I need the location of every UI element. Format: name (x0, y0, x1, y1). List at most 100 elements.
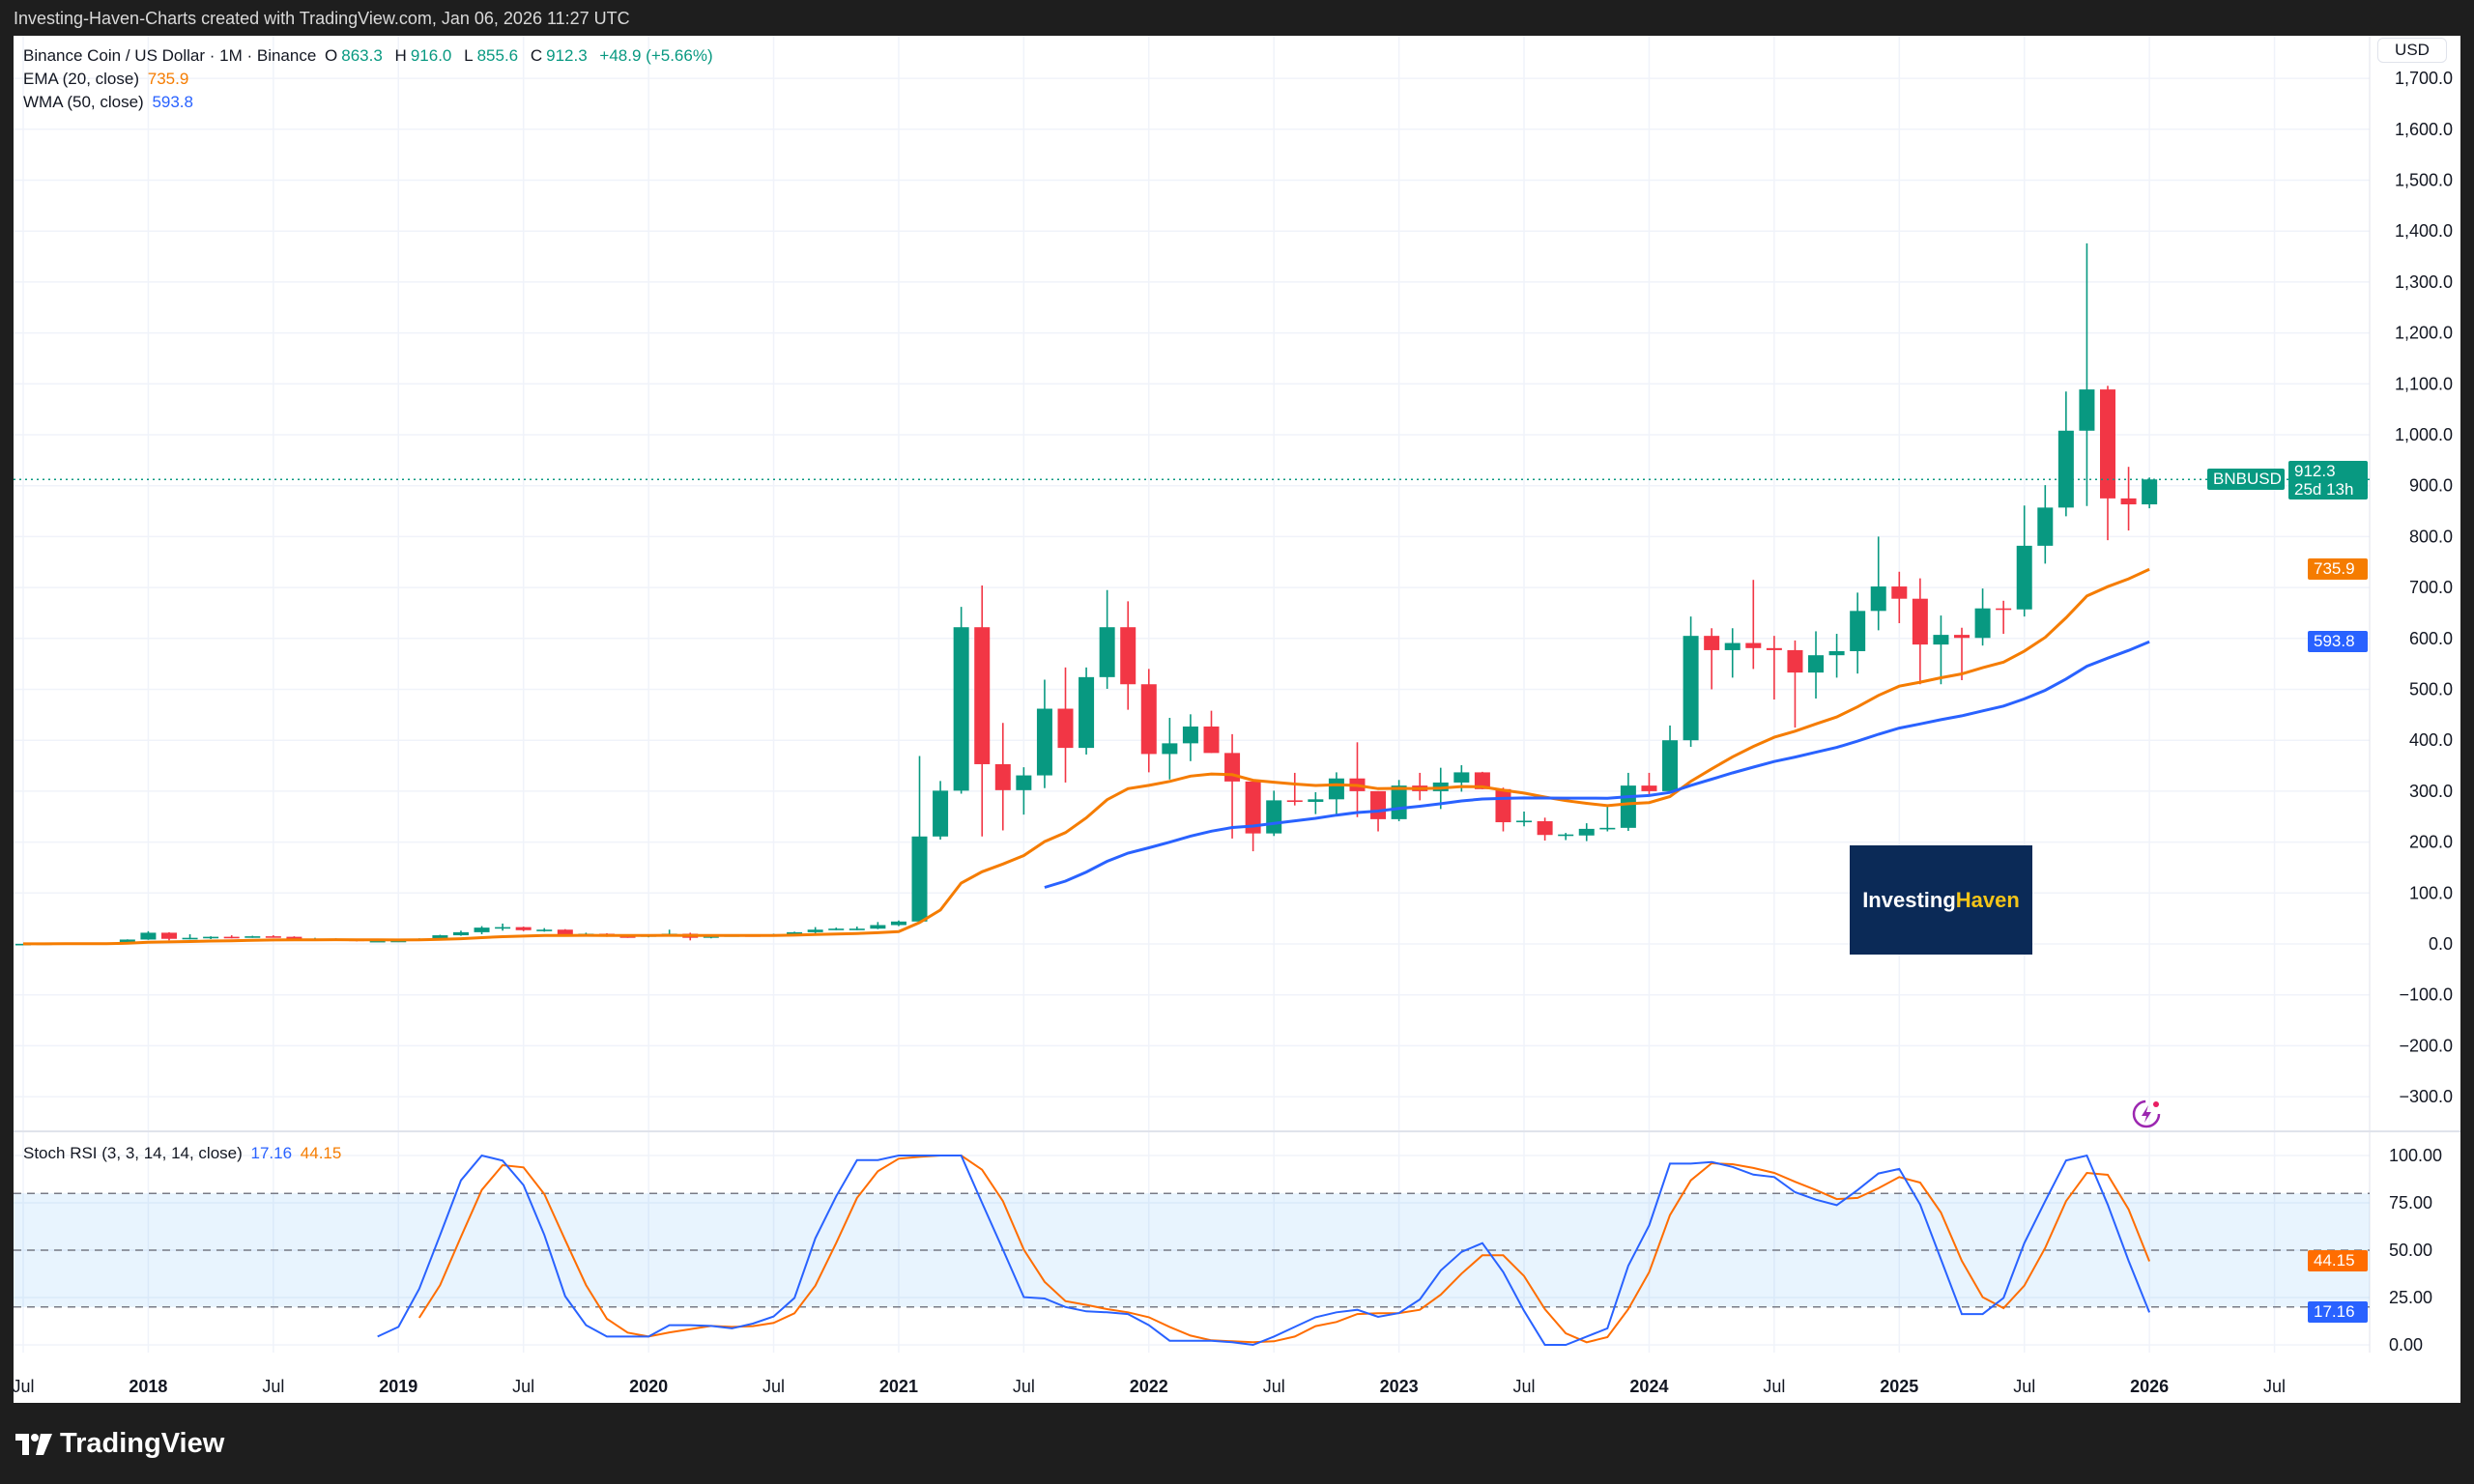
high-value: 916.0 (410, 46, 452, 65)
candle (890, 920, 906, 927)
candle (1495, 787, 1511, 832)
candle-body (1870, 586, 1886, 612)
candle (807, 927, 823, 933)
candle-body (1286, 800, 1303, 802)
candle-body (1140, 684, 1157, 755)
open-value: 863.3 (341, 46, 383, 65)
time-tick-label: Jul (1013, 1377, 1035, 1396)
candle-body (890, 921, 906, 926)
time-axis[interactable]: Jul 2018 Jul 2019 Jul 2020 Jul 2021 Jul 2022 Jul 20… (12, 1377, 2286, 1396)
candle-body (1578, 828, 1595, 836)
stoch-d-tag: 44.15 (2308, 1250, 2368, 1271)
candle-body (119, 939, 135, 943)
candle (1349, 742, 1366, 817)
candle-body (1891, 586, 1908, 599)
candle-body (1328, 778, 1344, 800)
candle (870, 922, 886, 929)
candle (1850, 592, 1866, 674)
tradingview-logo[interactable]: TradingView (15, 1428, 224, 1460)
candle (1203, 710, 1220, 754)
candle-body (495, 927, 511, 929)
time-tick-label: Jul (1513, 1377, 1536, 1396)
candle (1912, 578, 1928, 685)
ema-legend[interactable]: EMA (20, close) 735.9 (23, 70, 192, 89)
candle (953, 607, 969, 794)
candle (2100, 385, 2115, 541)
candle (1662, 725, 1679, 794)
candle-body (1558, 834, 1574, 837)
candle (849, 927, 865, 930)
stoch-legend[interactable]: Stoch RSI (3, 3, 14, 14, close) 17.16 44… (23, 1144, 345, 1163)
candle-body (1704, 636, 1720, 650)
candle-body (1391, 785, 1407, 819)
price-axis[interactable]: 1,700.0 1,600.0 1,500.0 1,400.0 1,300.0 1,200… (2395, 69, 2453, 1106)
candle-body (2120, 498, 2137, 505)
candle-body (828, 928, 845, 930)
candle (1641, 772, 1657, 797)
candle-body (1057, 708, 1074, 749)
candle (452, 930, 469, 936)
time-tick-label: Jul (512, 1377, 534, 1396)
investinghaven-watermark: Investing Haven (1850, 845, 2032, 955)
candle (182, 933, 198, 940)
candle (1870, 536, 1886, 631)
candle (160, 931, 177, 941)
price-tick-label: 1,700.0 (2395, 69, 2453, 88)
price-tick-label: 1,400.0 (2395, 221, 2453, 241)
time-tick-label: 2018 (129, 1377, 167, 1396)
moving-averages (23, 567, 2150, 946)
price-tick-label: 500.0 (2409, 680, 2453, 699)
wma-legend[interactable]: WMA (50, close) 593.8 (23, 93, 197, 112)
chart-panel[interactable] (14, 36, 2460, 1403)
candle-body (182, 937, 198, 940)
candle-body (1745, 642, 1762, 648)
wma-value: 593.8 (152, 93, 193, 111)
candle-body (1620, 785, 1636, 828)
candle (2142, 477, 2158, 509)
stoch-axis[interactable]: 100.00 75.00 50.00 25.00 0.00 (2389, 1146, 2442, 1355)
candle (1996, 600, 2012, 635)
time-tick-label: Jul (1263, 1377, 1285, 1396)
candle (474, 926, 490, 934)
time-tick-label: 2020 (629, 1377, 668, 1396)
time-tick-label: 2022 (1130, 1377, 1168, 1396)
last-price-tag: 912.3 25d 13h (2288, 461, 2368, 499)
ema-line (23, 567, 2150, 946)
candle (1286, 772, 1303, 806)
candle-body (2142, 479, 2158, 505)
candle (1933, 615, 1949, 685)
chart-caption: Investing-Haven-Charts created with Trad… (14, 9, 630, 28)
candle (1079, 667, 1095, 755)
stoch-tick-label: 0.00 (2389, 1335, 2423, 1355)
candle-body (1850, 611, 1866, 651)
candle-body (140, 932, 157, 940)
lightning-icon[interactable] (2132, 1099, 2161, 1128)
candle-body (223, 936, 240, 939)
candle (2016, 505, 2032, 617)
candle-body (2037, 507, 2054, 546)
candle (1182, 714, 1198, 761)
candle (515, 927, 532, 931)
candle-body (369, 940, 386, 943)
candle (1120, 601, 1136, 710)
candle (1578, 823, 1595, 842)
currency-button[interactable]: USD (2377, 38, 2447, 63)
candle (1828, 634, 1845, 678)
price-tick-label: 400.0 (2409, 730, 2453, 750)
stoch-tick-label: 50.00 (2389, 1241, 2432, 1260)
candle-body (2057, 430, 2074, 508)
candle-body (160, 932, 177, 939)
price-tick-label: 200.0 (2409, 833, 2453, 852)
low-label: L (464, 46, 474, 65)
candle-body (2016, 545, 2032, 610)
candle (1245, 781, 1261, 852)
candle (2057, 391, 2074, 517)
candle-body (933, 790, 949, 837)
candle (1391, 780, 1407, 821)
candle (994, 723, 1011, 831)
candle-body (536, 929, 553, 931)
symbol-legend[interactable]: Binance Coin / US Dollar · 1M · Binance … (23, 46, 717, 66)
price-tick-label: 100.0 (2409, 883, 2453, 902)
candle (495, 923, 511, 931)
